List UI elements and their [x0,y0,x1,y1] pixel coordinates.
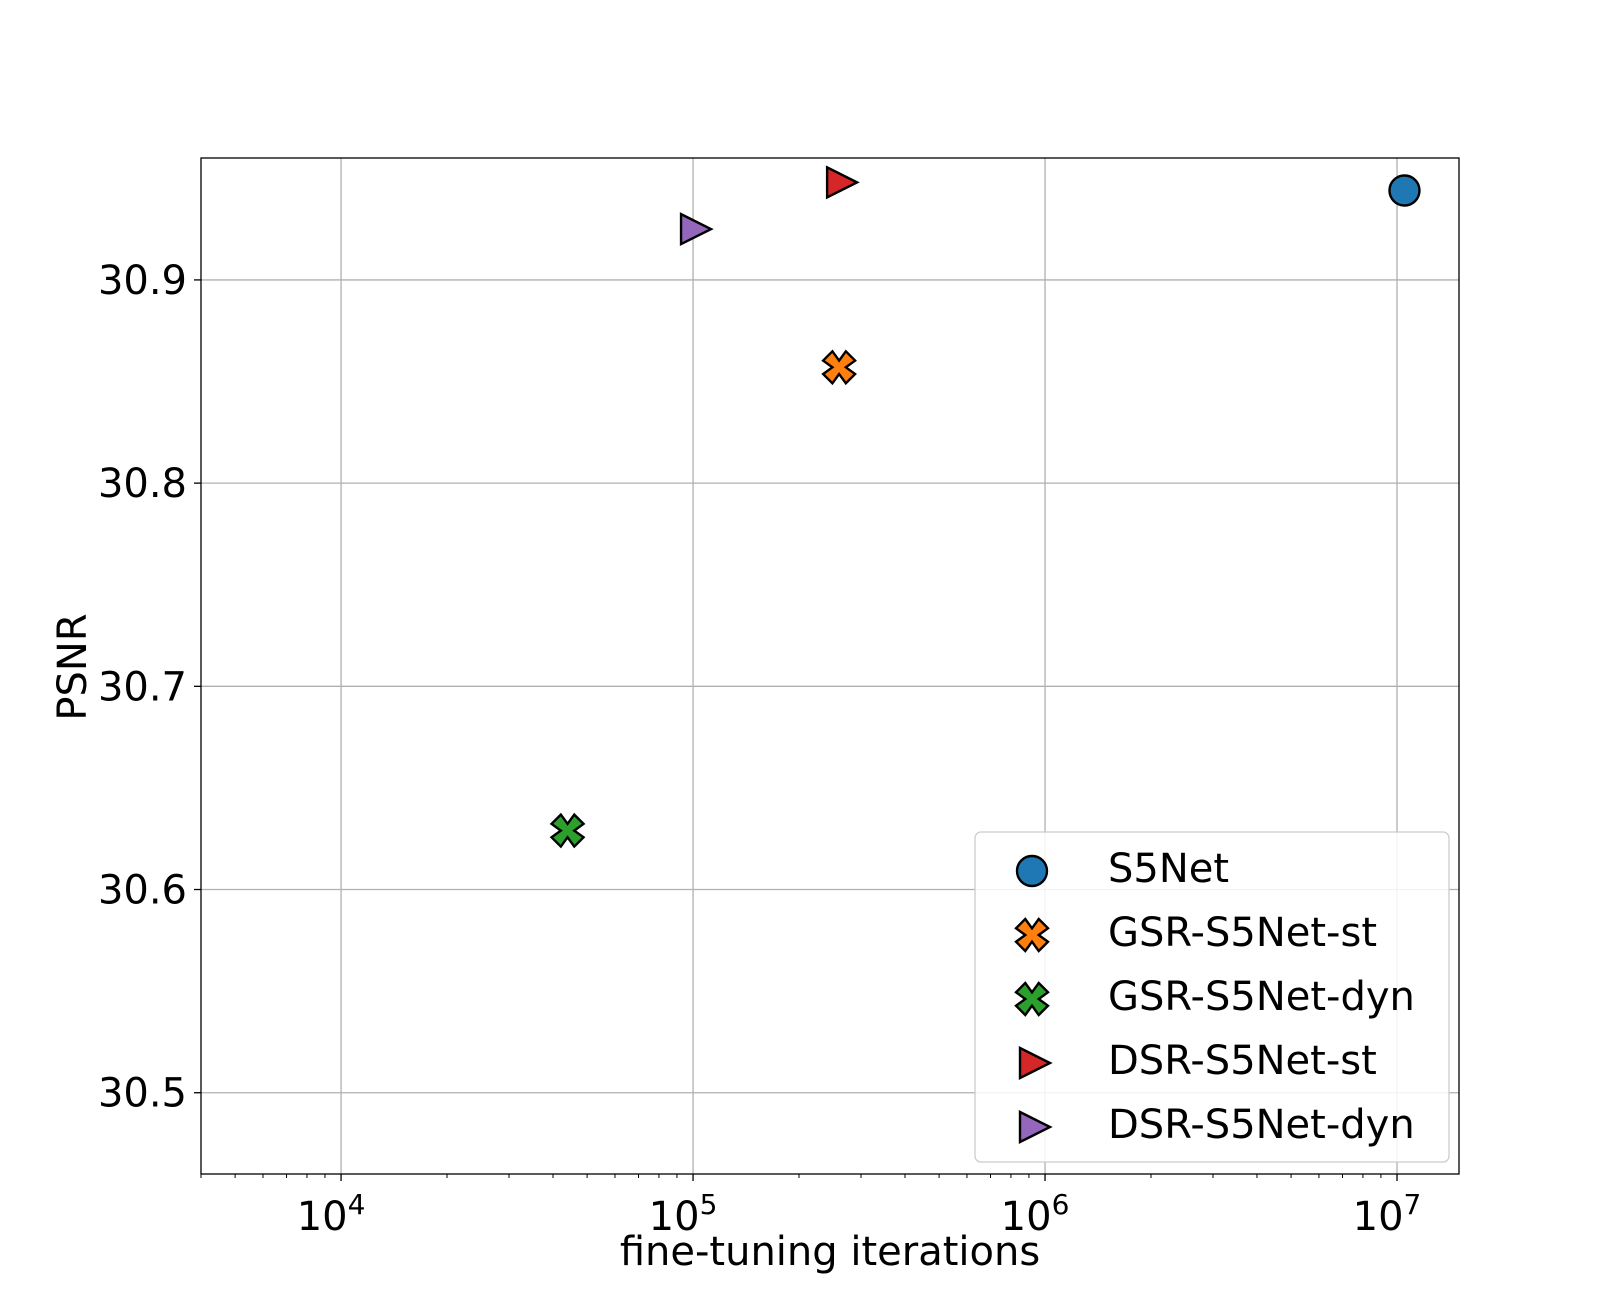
legend-marker [1018,1046,1053,1080]
y-tick-label: 30.7 [98,664,187,710]
data-point [549,812,586,849]
legend-label: DSR-S5Net-st [1108,1038,1377,1084]
x-minor-ticks [200,1174,1382,1178]
plot-area-frame [200,157,1460,1175]
legend-label: S5Net [1108,846,1229,892]
legend-label: GSR-S5Net-dyn [1108,974,1415,1020]
legend-marker [1014,981,1050,1017]
x-tick-label: 106 [1001,1188,1070,1240]
x-tick-label: 104 [297,1188,366,1240]
legend: S5Net GSR-S5Net-st GSR-S5Net-dyn DSR-S5Net-… [974,831,1450,1163]
y-tick-label: 30.5 [98,1071,187,1117]
legend-marker [1015,854,1049,888]
legend-marker [1018,1110,1053,1144]
y-tick-label: 30.9 [98,258,187,304]
legend-label: GSR-S5Net-st [1108,910,1377,956]
data-points [549,165,1421,849]
grid-lines [201,158,1459,1174]
y-axis-label: PSNR [50,613,96,720]
x-tick-label: 105 [649,1188,718,1240]
legend-label: DSR-S5Net-dyn [1108,1102,1415,1148]
legend-marker [1014,917,1050,953]
legend-box [974,831,1450,1163]
data-point [825,165,860,200]
x-axis-label: fine-tuning iterations [620,1229,1040,1275]
y-tick-label: 30.8 [98,461,187,507]
y-tick-label: 30.6 [98,868,187,914]
x-tick-label: 107 [1353,1188,1422,1240]
axis-ticks [194,279,1398,1181]
data-point [679,212,714,247]
data-point [821,349,857,386]
data-point [1388,174,1421,207]
